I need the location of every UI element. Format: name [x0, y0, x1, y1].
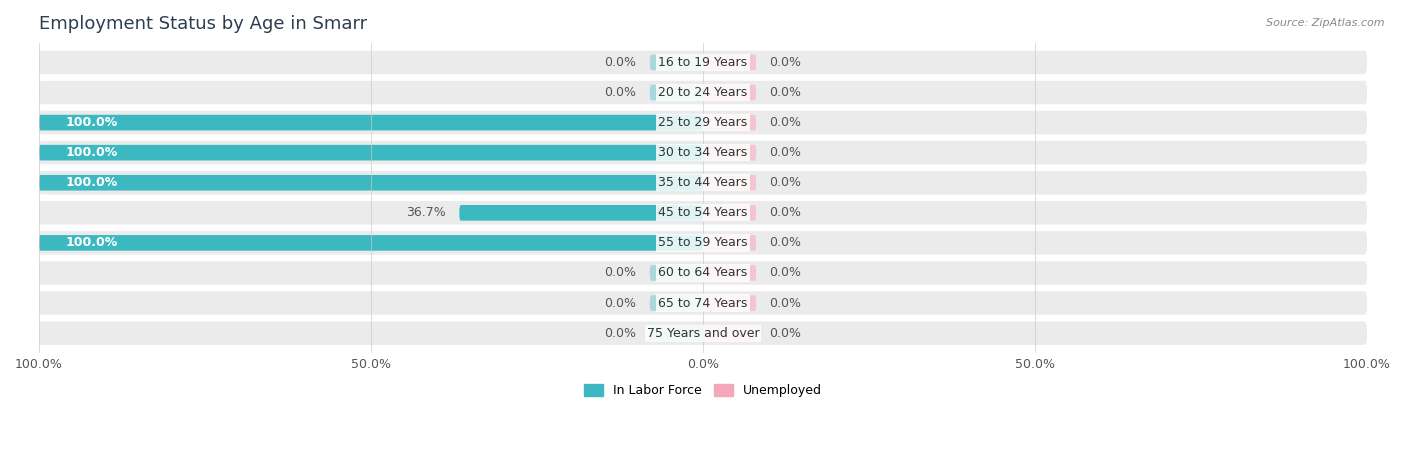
- Text: 55 to 59 Years: 55 to 59 Years: [658, 236, 748, 249]
- FancyBboxPatch shape: [39, 322, 1367, 345]
- FancyBboxPatch shape: [703, 325, 756, 341]
- FancyBboxPatch shape: [39, 175, 703, 191]
- FancyBboxPatch shape: [39, 51, 1367, 74]
- FancyBboxPatch shape: [703, 55, 756, 70]
- Text: 0.0%: 0.0%: [769, 116, 801, 129]
- FancyBboxPatch shape: [39, 115, 703, 130]
- FancyBboxPatch shape: [650, 265, 703, 281]
- FancyBboxPatch shape: [39, 261, 1367, 285]
- Text: 25 to 29 Years: 25 to 29 Years: [658, 116, 748, 129]
- Text: 0.0%: 0.0%: [605, 297, 637, 309]
- Text: Employment Status by Age in Smarr: Employment Status by Age in Smarr: [39, 15, 367, 33]
- Text: 0.0%: 0.0%: [605, 267, 637, 280]
- Text: 20 to 24 Years: 20 to 24 Years: [658, 86, 748, 99]
- FancyBboxPatch shape: [650, 295, 703, 311]
- Text: 0.0%: 0.0%: [769, 146, 801, 159]
- FancyBboxPatch shape: [703, 115, 756, 130]
- Legend: In Labor Force, Unemployed: In Labor Force, Unemployed: [579, 379, 827, 402]
- Text: 0.0%: 0.0%: [769, 206, 801, 219]
- FancyBboxPatch shape: [39, 235, 703, 251]
- Text: 0.0%: 0.0%: [769, 86, 801, 99]
- FancyBboxPatch shape: [39, 171, 1367, 194]
- Text: 0.0%: 0.0%: [605, 56, 637, 69]
- Text: 0.0%: 0.0%: [769, 176, 801, 189]
- FancyBboxPatch shape: [703, 85, 756, 100]
- FancyBboxPatch shape: [703, 175, 756, 191]
- FancyBboxPatch shape: [650, 85, 703, 100]
- FancyBboxPatch shape: [39, 231, 1367, 255]
- FancyBboxPatch shape: [39, 201, 1367, 225]
- FancyBboxPatch shape: [460, 205, 703, 221]
- Text: 30 to 34 Years: 30 to 34 Years: [658, 146, 748, 159]
- Text: 16 to 19 Years: 16 to 19 Years: [658, 56, 748, 69]
- FancyBboxPatch shape: [39, 141, 1367, 165]
- Text: 100.0%: 100.0%: [66, 146, 118, 159]
- FancyBboxPatch shape: [703, 295, 756, 311]
- Text: 100.0%: 100.0%: [66, 236, 118, 249]
- FancyBboxPatch shape: [39, 111, 1367, 134]
- FancyBboxPatch shape: [703, 265, 756, 281]
- Text: 65 to 74 Years: 65 to 74 Years: [658, 297, 748, 309]
- FancyBboxPatch shape: [39, 291, 1367, 315]
- Text: 45 to 54 Years: 45 to 54 Years: [658, 206, 748, 219]
- FancyBboxPatch shape: [39, 145, 703, 161]
- FancyBboxPatch shape: [703, 205, 756, 221]
- Text: 0.0%: 0.0%: [769, 236, 801, 249]
- Text: 0.0%: 0.0%: [769, 267, 801, 280]
- Text: 35 to 44 Years: 35 to 44 Years: [658, 176, 748, 189]
- FancyBboxPatch shape: [703, 235, 756, 251]
- Text: 0.0%: 0.0%: [769, 327, 801, 340]
- FancyBboxPatch shape: [39, 81, 1367, 104]
- Text: 0.0%: 0.0%: [769, 297, 801, 309]
- Text: 0.0%: 0.0%: [605, 327, 637, 340]
- Text: 75 Years and over: 75 Years and over: [647, 327, 759, 340]
- Text: 60 to 64 Years: 60 to 64 Years: [658, 267, 748, 280]
- Text: 0.0%: 0.0%: [769, 56, 801, 69]
- FancyBboxPatch shape: [650, 325, 703, 341]
- Text: 0.0%: 0.0%: [605, 86, 637, 99]
- Text: 100.0%: 100.0%: [66, 176, 118, 189]
- Text: 36.7%: 36.7%: [406, 206, 446, 219]
- FancyBboxPatch shape: [650, 55, 703, 70]
- FancyBboxPatch shape: [703, 145, 756, 161]
- Text: Source: ZipAtlas.com: Source: ZipAtlas.com: [1267, 18, 1385, 28]
- Text: 100.0%: 100.0%: [66, 116, 118, 129]
